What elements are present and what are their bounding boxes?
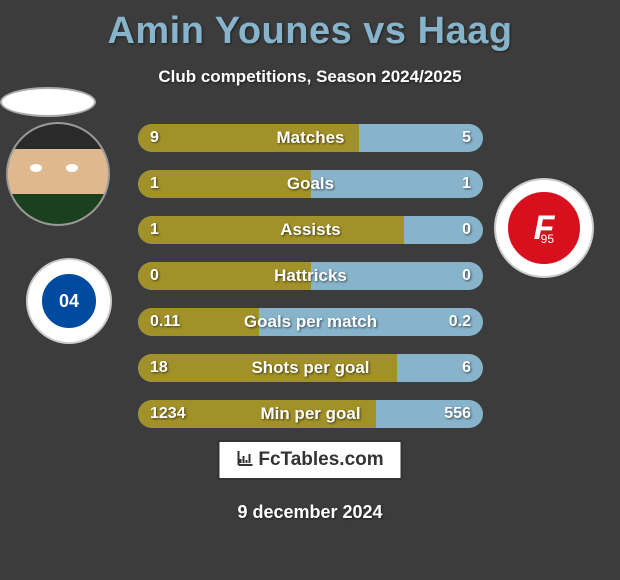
stat-label: Min per goal (138, 400, 483, 428)
stat-row: 0Hattricks0 (138, 262, 483, 290)
stat-row: 1Goals1 (138, 170, 483, 198)
fortuna-sub: 95 (541, 232, 554, 246)
stat-label: Matches (138, 124, 483, 152)
stat-row: 0.11Goals per match0.2 (138, 308, 483, 336)
fortuna-badge: F 95 (504, 188, 584, 268)
stats-bars: 9Matches51Goals11Assists00Hattricks00.11… (138, 124, 483, 446)
club-left-short: 04 (59, 291, 79, 312)
stat-row: 1Assists0 (138, 216, 483, 244)
schalke-badge: 04 (39, 271, 99, 331)
club-right-logo: F 95 (494, 178, 594, 278)
subtitle: Club competitions, Season 2024/2025 (0, 67, 620, 87)
footer-brand-badge: FcTables.com (218, 440, 403, 480)
page-title: Amin Younes vs Haag (0, 0, 620, 53)
club-left-logo: 04 (26, 258, 112, 344)
stat-value-right: 6 (462, 354, 471, 382)
player-left-photo (6, 122, 110, 226)
stat-value-right: 1 (462, 170, 471, 198)
stat-label: Goals per match (138, 308, 483, 336)
stat-value-right: 0.2 (449, 308, 471, 336)
player-right-photo (0, 87, 96, 117)
stat-row: 1234Min per goal556 (138, 400, 483, 428)
stat-label: Shots per goal (138, 354, 483, 382)
chart-icon (236, 449, 254, 472)
stat-label: Hattricks (138, 262, 483, 290)
stat-label: Assists (138, 216, 483, 244)
stat-row: 18Shots per goal6 (138, 354, 483, 382)
face-placeholder (8, 124, 108, 224)
stat-value-right: 5 (462, 124, 471, 152)
stat-value-right: 556 (444, 400, 471, 428)
date-text: 9 december 2024 (0, 502, 620, 523)
stat-value-right: 0 (462, 216, 471, 244)
stat-row: 9Matches5 (138, 124, 483, 152)
footer-brand-text: FcTables.com (258, 449, 383, 471)
stat-value-right: 0 (462, 262, 471, 290)
stat-label: Goals (138, 170, 483, 198)
